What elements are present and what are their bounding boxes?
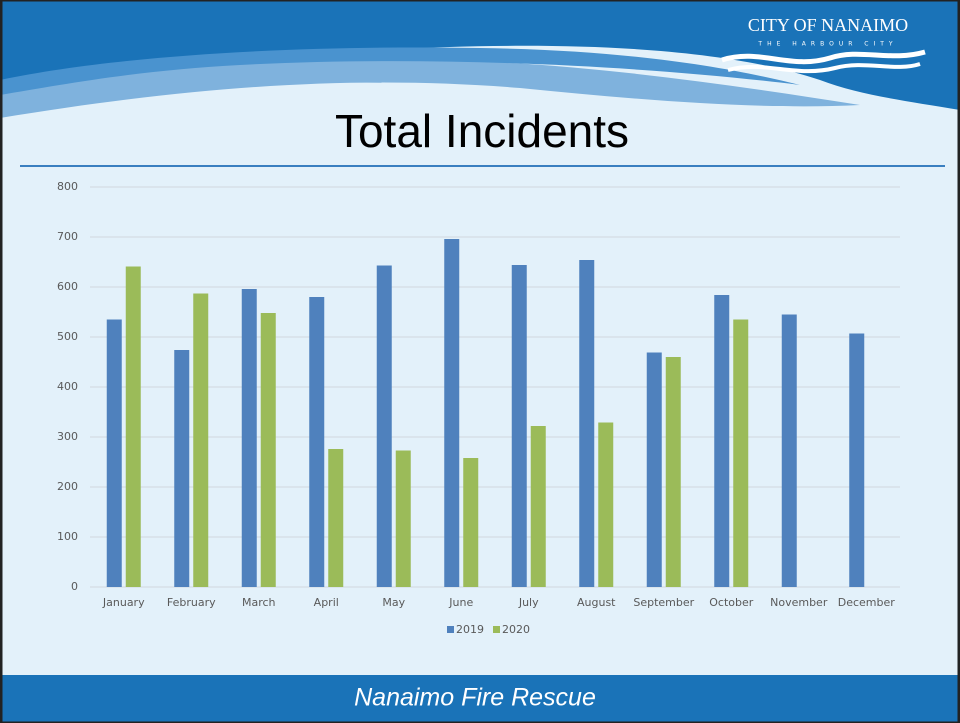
y-tick-label: 800 <box>57 180 78 193</box>
bar <box>714 295 730 587</box>
x-tick-label: April <box>314 596 339 609</box>
x-tick-label: January <box>102 596 145 609</box>
bar <box>511 265 527 587</box>
x-tick-label: May <box>382 596 405 609</box>
x-tick-label: September <box>633 596 694 609</box>
x-tick-label: August <box>577 596 616 609</box>
y-tick-label: 500 <box>57 330 78 343</box>
y-tick-label: 300 <box>57 430 78 443</box>
y-tick-label: 600 <box>57 280 78 293</box>
x-tick-label: July <box>518 596 539 609</box>
bar <box>579 260 595 587</box>
y-tick-label: 100 <box>57 530 78 543</box>
y-tick-label: 0 <box>71 580 78 593</box>
bar <box>309 297 325 587</box>
logo-wave <box>721 49 926 65</box>
footer-band <box>0 675 960 723</box>
bar <box>444 239 460 587</box>
bar <box>733 319 749 587</box>
logo-wave <box>727 62 921 74</box>
bar <box>598 422 614 587</box>
bar <box>328 449 344 587</box>
header-wave <box>0 0 960 110</box>
x-tick-label: October <box>709 596 753 609</box>
x-tick-label: February <box>167 596 216 609</box>
bar <box>193 293 209 587</box>
bar <box>781 314 797 587</box>
x-tick-label: November <box>770 596 828 609</box>
x-tick-label: June <box>448 596 473 609</box>
chart-title: Total Incidents <box>335 105 629 157</box>
bar <box>849 333 865 587</box>
bar <box>174 350 190 587</box>
legend-swatch <box>447 626 454 633</box>
bar <box>646 352 662 587</box>
bar <box>395 450 411 587</box>
footer-text: Nanaimo Fire Rescue <box>354 684 596 712</box>
legend-label: 2020 <box>502 623 530 636</box>
legend-swatch <box>493 626 500 633</box>
x-tick-label: December <box>838 596 896 609</box>
bar <box>106 319 122 587</box>
bar <box>665 357 681 587</box>
bar <box>241 289 257 587</box>
header-wave-light <box>0 57 860 118</box>
bar <box>530 426 546 587</box>
y-tick-label: 200 <box>57 480 78 493</box>
x-tick-label: March <box>242 596 276 609</box>
bar <box>376 265 392 587</box>
y-tick-label: 400 <box>57 380 78 393</box>
bar <box>125 266 141 587</box>
logo-tagline: THE HARBOUR CITY <box>757 41 897 48</box>
bar <box>260 313 276 587</box>
bar <box>463 458 479 587</box>
logo-name: CITY OF NANAIMO <box>748 15 908 35</box>
y-tick-label: 700 <box>57 230 78 243</box>
legend-label: 2019 <box>456 623 484 636</box>
header-wave-mid <box>0 47 800 95</box>
